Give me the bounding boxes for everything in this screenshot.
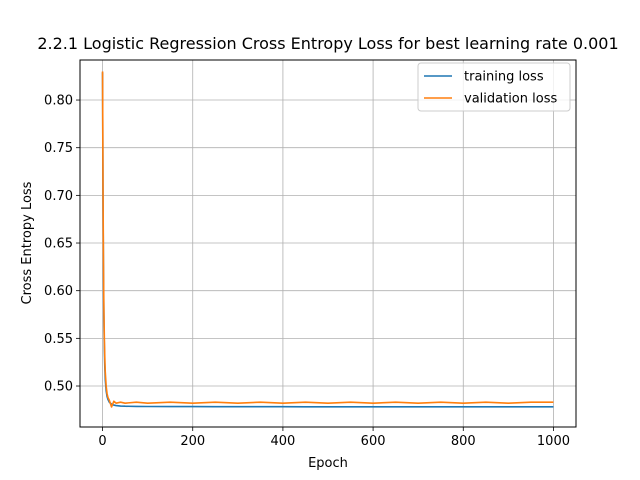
x-tick-label: 400 [270,434,295,449]
series-line-validation [101,71,554,408]
y-tick-label: 0.50 [44,380,73,395]
x-tick-label: 600 [361,434,386,449]
legend: training loss validation loss [417,62,571,112]
y-axis-label: Cross Entropy Loss [20,181,35,304]
x-tick-label: 800 [451,434,476,449]
x-axis-label: Epoch [308,456,348,471]
x-tick-label: 1000 [537,434,570,449]
axis-ticks: 0 200 400 600 800 1000 0.50 0.55 0.60 0.65 0.70 0.7… [44,94,570,449]
y-tick-label: 0.55 [44,332,73,347]
y-tick-label: 0.80 [44,94,73,109]
series-lines [101,71,554,408]
x-tick-label: 0 [98,434,106,449]
y-tick-label: 0.60 [44,284,73,299]
legend-label: validation loss [464,92,557,107]
legend-box [417,62,571,112]
grid [80,60,576,427]
x-tick-label: 200 [180,434,205,449]
axes-frame [79,59,577,428]
chart-title: 2.2.1 Logistic Regression Cross Entropy … [37,34,618,53]
y-tick-label: 0.70 [44,189,73,204]
y-tick-label: 0.75 [44,141,73,156]
legend-label: training loss [464,70,544,85]
y-tick-label: 0.65 [44,237,73,252]
series-line-training [101,72,554,408]
